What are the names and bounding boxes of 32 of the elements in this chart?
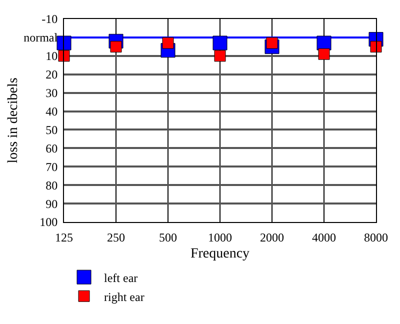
y-tick-label: 90 (46, 196, 58, 211)
y-tick-label: 50 (46, 122, 58, 137)
y-tick-label: -10 (42, 12, 58, 26)
x-tick-label: 1000 (208, 230, 232, 244)
x-tick-label: 125 (55, 230, 73, 244)
x-tick-label: 250 (107, 230, 125, 244)
point (162, 37, 174, 49)
point (212, 36, 228, 50)
y-tick-label: 40 (46, 104, 58, 118)
y-axis-title: loss in decibels (6, 78, 22, 164)
legend-label: left ear (104, 270, 138, 285)
point (214, 50, 226, 62)
point (56, 36, 72, 50)
y-tick-label: 20 (46, 68, 58, 82)
legend-label: right ear (104, 290, 144, 304)
y-tick-label: 10 (46, 49, 58, 64)
x-tick-label: 2000 (260, 230, 284, 244)
x-axis-title: Frequency (190, 246, 250, 262)
point (370, 40, 382, 52)
y-tick-label: 60 (46, 141, 58, 156)
x-tick-label: 8000 (364, 230, 388, 244)
x-tick-label: 500 (159, 230, 177, 244)
point (266, 37, 278, 49)
y-tick-label: 70 (46, 160, 58, 174)
point (318, 48, 330, 60)
x-tick-label: 4000 (312, 230, 336, 244)
y-tick-label: normal (24, 30, 58, 45)
point (110, 40, 122, 52)
point (58, 50, 70, 62)
y-tick-label: 100 (40, 215, 58, 230)
y-tick-label: 80 (46, 178, 58, 192)
y-tick-label: 30 (46, 86, 58, 100)
